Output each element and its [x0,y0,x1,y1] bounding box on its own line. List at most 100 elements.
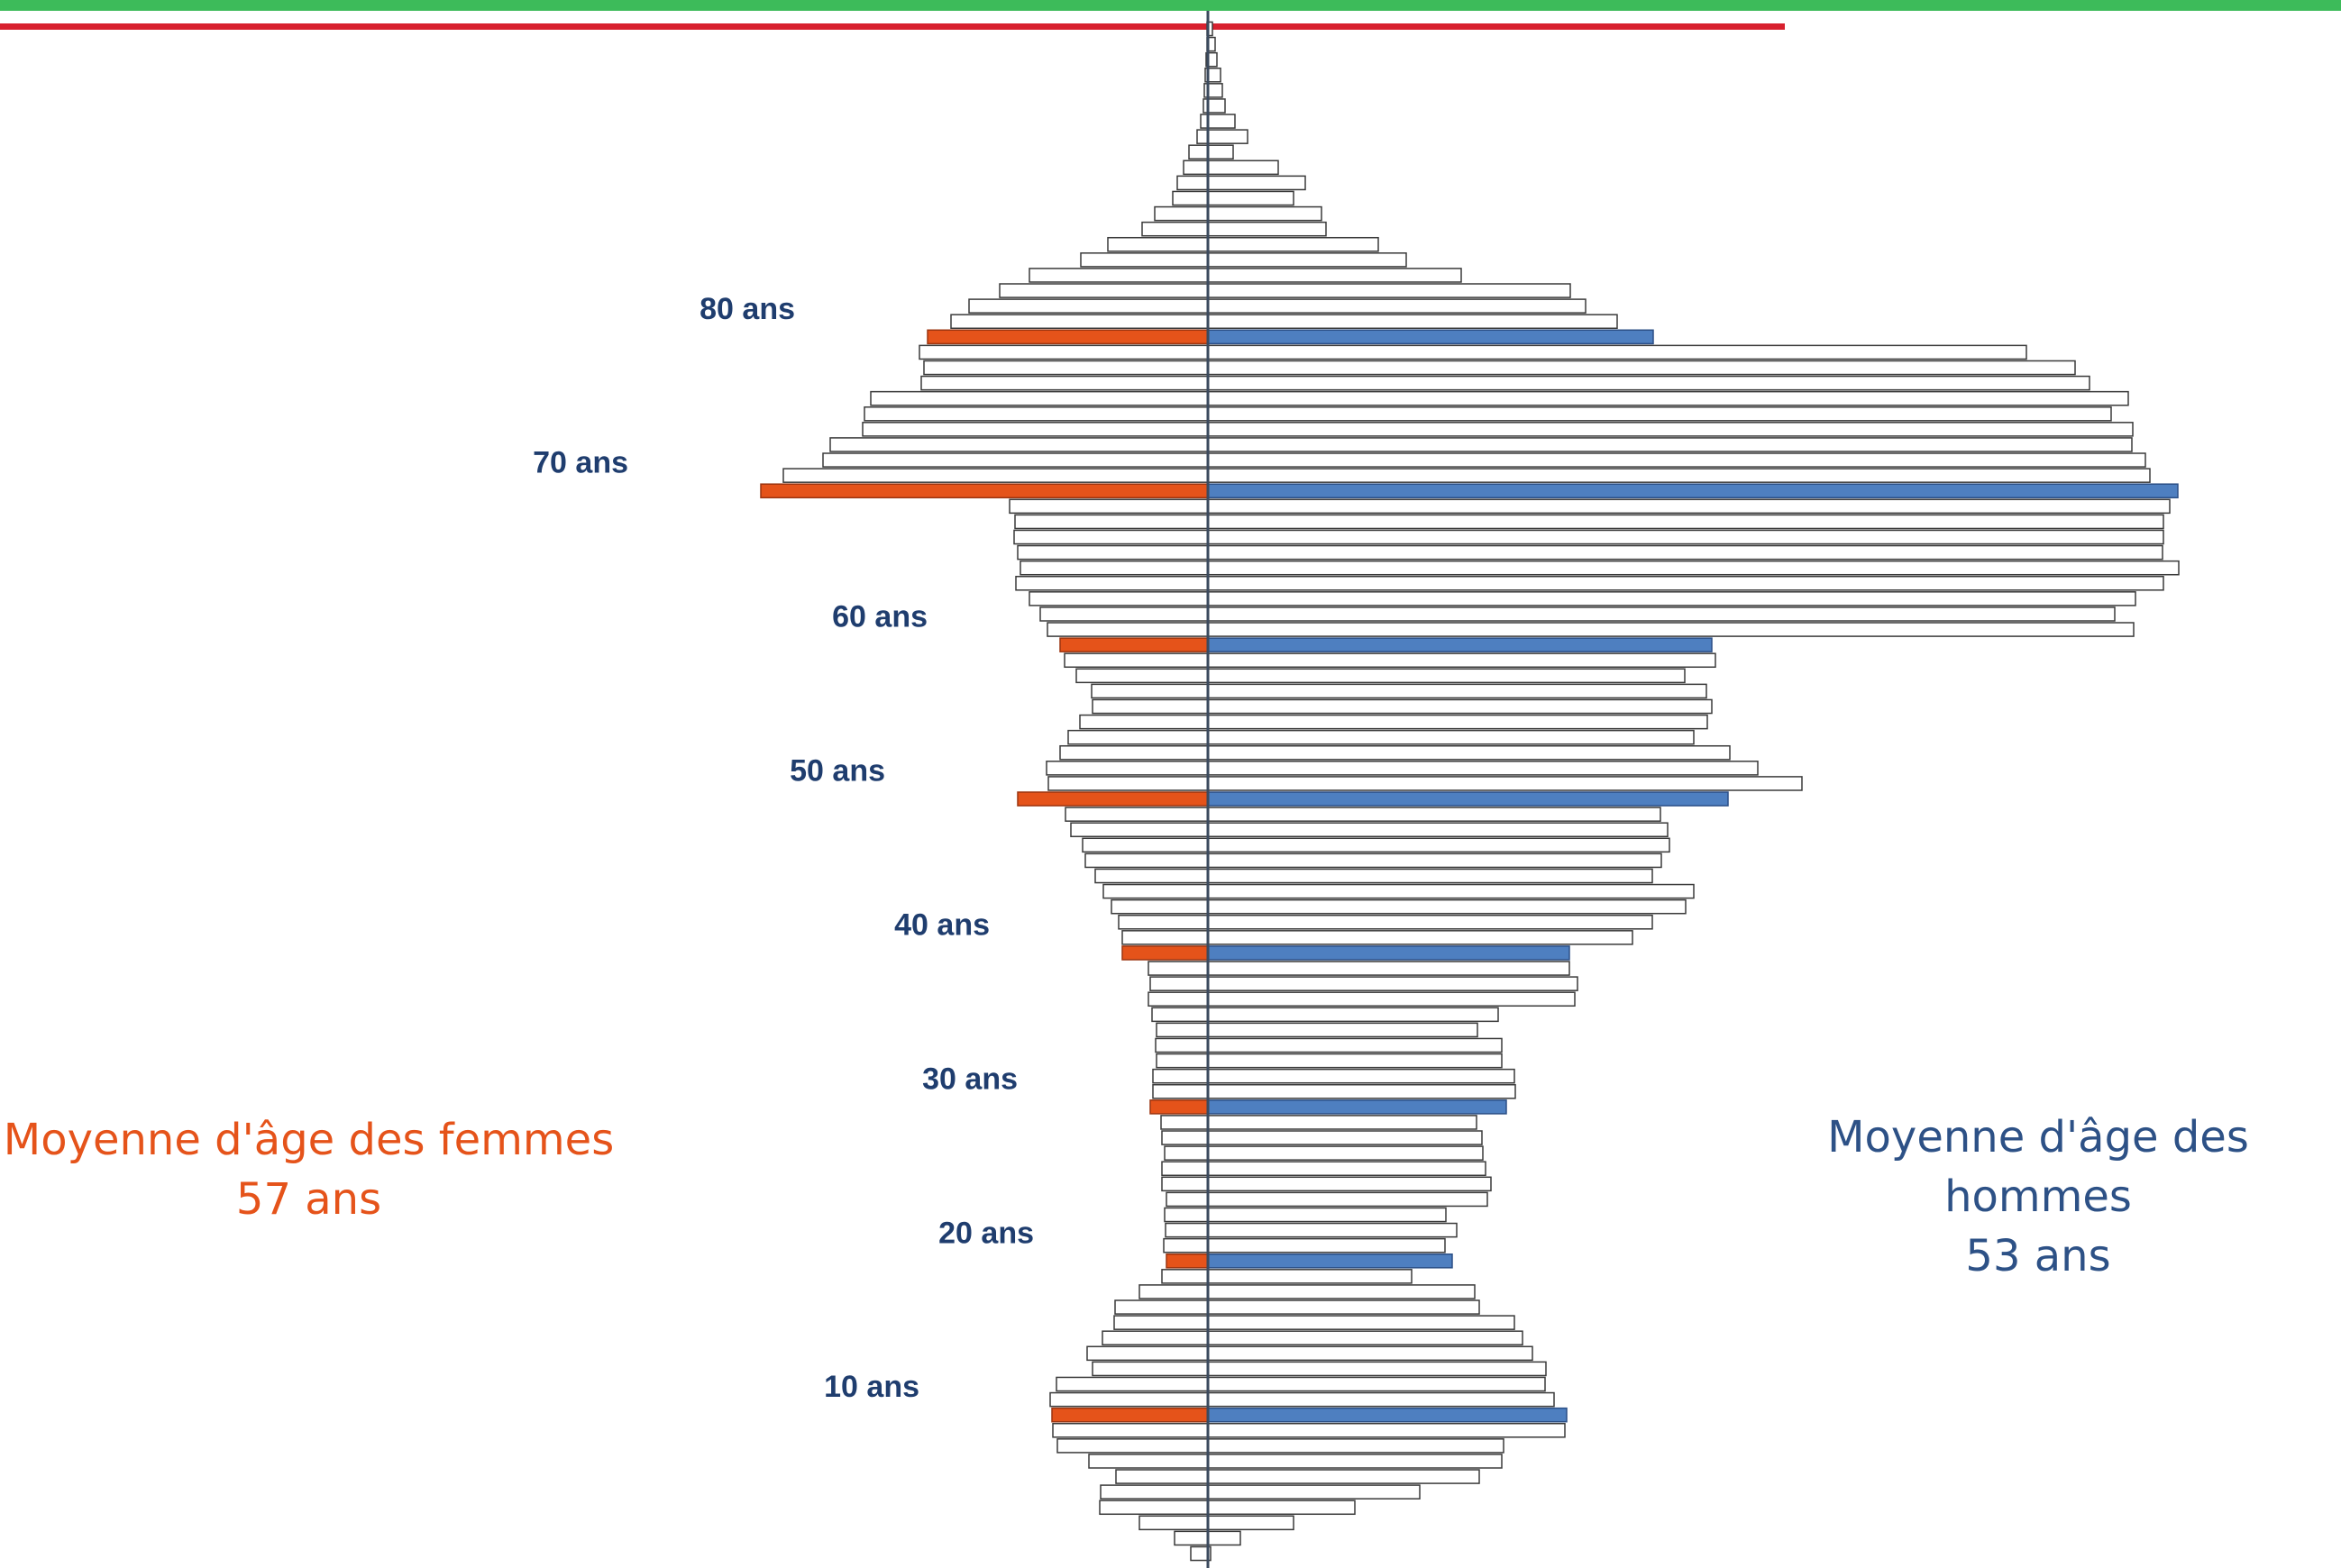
male-bar-age-8 [1207,1438,1504,1454]
female-bar-age-55 [1079,714,1209,730]
female-bar-age-20 [1166,1253,1209,1269]
female-bar-age-89 [1172,190,1209,206]
female-bar-age-8 [1056,1438,1209,1454]
female-bar-age-70 [760,483,1209,499]
male-bar-age-17 [1207,1299,1480,1315]
female-bar-age-29 [1160,1115,1209,1130]
female-bar-age-11 [1049,1391,1209,1408]
female-bar-age-90 [1176,175,1209,191]
male-bar-age-33 [1207,1053,1503,1069]
male-bar-age-79 [1207,344,2027,360]
female-bars [760,21,1209,1562]
male-bar-age-13 [1207,1361,1547,1377]
female-mean-age-title: Moyenne d'âge des femmes [3,1115,615,1165]
male-bar-age-84 [1207,268,1462,283]
female-bar-age-48 [1070,822,1209,838]
female-bar-age-22 [1165,1222,1209,1238]
female-bar-age-18 [1138,1284,1209,1299]
male-bar-age-21 [1207,1237,1446,1253]
male-bar-age-85 [1207,252,1407,268]
age-label-20: 20 ans [938,1216,1034,1250]
female-bar-age-47 [1082,837,1209,853]
female-bar-age-81 [950,314,1209,330]
male-bar-age-68 [1207,514,2164,530]
male-bar-age-46 [1207,852,1662,869]
female-bar-age-34 [1155,1037,1209,1053]
female-bar-age-46 [1084,852,1209,869]
male-bar-age-55 [1207,714,1708,730]
female-bar-age-12 [1056,1376,1209,1392]
male-bar-age-27 [1207,1145,1484,1161]
female-bar-age-33 [1156,1053,1209,1069]
age-label-10: 10 ans [824,1370,919,1404]
female-bar-age-37 [1148,991,1209,1007]
male-bar-age-69 [1207,498,2171,515]
male-bar-age-90 [1207,175,1306,191]
male-bars [1207,21,2180,1562]
female-bar-age-44 [1102,883,1209,899]
female-bar-age-9 [1052,1422,1209,1438]
female-bar-age-79 [919,344,1209,360]
female-bar-age-85 [1080,252,1209,268]
female-bar-age-17 [1114,1299,1209,1315]
male-bar-age-47 [1207,837,1670,853]
male-bar-age-29 [1207,1115,1477,1130]
female-bar-age-2 [1174,1530,1209,1546]
male-bar-age-11 [1207,1391,1555,1408]
male-bar-age-95 [1207,98,1226,114]
male-bar-age-77 [1207,375,2090,391]
age-label-50: 50 ans [790,754,885,789]
male-bar-age-89 [1207,190,1294,206]
male-bar-age-92 [1207,144,1234,160]
female-bar-age-54 [1067,729,1209,745]
male-bar-age-53 [1207,744,1731,761]
male-bar-age-83 [1207,283,1571,298]
male-bar-age-31 [1207,1083,1516,1099]
male-bar-age-2 [1207,1530,1241,1546]
female-bar-age-31 [1152,1083,1209,1099]
male-bar-age-58 [1207,668,1686,684]
age-label-80: 80 ans [700,292,795,326]
male-bar-age-86 [1207,236,1379,252]
male-bar-age-4 [1207,1500,1356,1516]
female-bar-age-80 [927,329,1209,345]
female-bar-age-4 [1099,1500,1209,1516]
male-bar-age-75 [1207,406,2112,422]
female-bar-age-66 [1017,544,1209,561]
male-bar-age-9 [1207,1422,1566,1438]
male-bar-age-94 [1207,114,1236,129]
female-bar-age-62 [1039,606,1209,622]
male-bar-age-37 [1207,991,1576,1007]
female-bar-age-40 [1121,945,1209,961]
female-bar-age-74 [862,422,1209,437]
male-bar-age-73 [1207,437,2133,452]
female-bar-age-43 [1111,898,1209,915]
female-mean-age-value: 57 ans [235,1174,382,1225]
female-bar-age-93 [1196,129,1209,144]
female-bar-age-92 [1188,144,1209,160]
male-bar-age-26 [1207,1161,1486,1177]
female-bar-age-24 [1166,1191,1209,1208]
male-bar-age-3 [1207,1515,1294,1531]
female-bar-age-19 [1161,1269,1209,1284]
female-bar-age-64 [1015,575,1209,591]
female-bar-age-45 [1094,868,1209,884]
male-bar-age-14 [1207,1345,1533,1362]
male-bar-age-82 [1207,298,1587,314]
male-bar-age-7 [1207,1454,1503,1469]
female-bar-age-10 [1051,1407,1209,1423]
male-bar-age-64 [1207,575,2164,591]
male-bar-age-88 [1207,205,1322,222]
male-bar-age-97 [1207,67,1221,83]
male-bar-age-32 [1207,1068,1515,1084]
female-bar-age-1 [1190,1545,1209,1562]
male-bar-age-80 [1207,329,1654,345]
male-bar-age-36 [1207,1007,1499,1023]
female-mean-age-label: Moyenne d'âge des femmes 57 ans [0,1110,617,1229]
male-mean-age-label: Moyenne d'âge des hommes 53 ans [1735,1108,2341,1286]
female-bar-age-5 [1100,1484,1209,1500]
male-bar-age-10 [1207,1407,1568,1423]
female-bar-age-49 [1065,807,1209,822]
female-bar-age-77 [920,375,1209,391]
